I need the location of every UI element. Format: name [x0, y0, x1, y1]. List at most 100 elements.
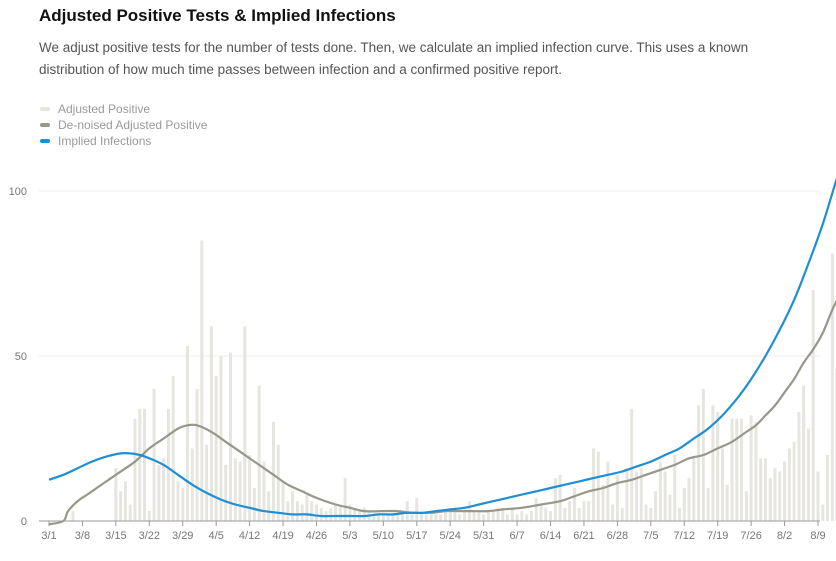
bar [625, 468, 629, 521]
bar [143, 408, 147, 521]
x-tick-label: 5/3 [342, 530, 357, 542]
bar [248, 455, 252, 521]
x-tick-label: 3/29 [172, 530, 193, 542]
bar [491, 511, 495, 521]
bar [181, 488, 185, 521]
bar [787, 448, 791, 521]
bar [119, 491, 123, 521]
legend-label-denoised: De-noised Adjusted Positive [58, 118, 208, 132]
bar [453, 511, 457, 521]
bar [501, 507, 505, 521]
bar [176, 481, 180, 521]
line-implied-infections [48, 177, 836, 518]
bar [272, 422, 275, 521]
bar [300, 504, 304, 521]
bar [133, 418, 137, 521]
bar [295, 501, 299, 521]
bar [162, 458, 166, 521]
bar [429, 514, 433, 521]
bar [682, 488, 686, 521]
x-tick-label: 4/5 [209, 530, 224, 542]
bar [267, 491, 271, 521]
bar [673, 455, 677, 521]
bar [410, 514, 414, 521]
bar [506, 514, 510, 521]
bar [635, 471, 638, 521]
bar [224, 464, 228, 521]
bar-series-adjusted-positive [71, 240, 836, 521]
bar [424, 514, 428, 521]
x-tick-label: 4/12 [239, 530, 260, 542]
bar [123, 481, 127, 521]
bar [740, 418, 744, 521]
x-tick-label: 6/28 [607, 530, 628, 542]
bar [553, 478, 557, 521]
x-tick-label: 7/19 [707, 530, 728, 542]
legend-item-implied[interactable]: Implied Infections [40, 133, 207, 149]
bar [252, 488, 256, 521]
y-tick-label: 100 [9, 186, 27, 198]
bar [152, 389, 156, 521]
x-tick-label: 4/19 [272, 530, 293, 542]
bar [477, 511, 481, 521]
bar [606, 461, 610, 521]
bar [463, 511, 467, 521]
bar [797, 412, 801, 521]
bar [654, 491, 658, 521]
bar [138, 408, 142, 521]
bar [706, 488, 710, 521]
bar [611, 504, 615, 521]
bar [71, 511, 75, 521]
bar [544, 507, 548, 521]
bar [582, 501, 586, 521]
bar [778, 471, 782, 521]
bar [692, 458, 696, 521]
bar [730, 418, 734, 521]
x-tick-label: 6/14 [540, 530, 561, 542]
x-tick-label: 7/26 [740, 530, 761, 542]
x-tick-label: 6/7 [509, 530, 524, 542]
line-series [48, 177, 836, 526]
bar [615, 474, 619, 521]
bar [353, 507, 357, 521]
bar [572, 488, 576, 521]
x-tick-label: 6/21 [573, 530, 594, 542]
bar [171, 375, 175, 521]
bar [510, 507, 514, 521]
bar [663, 471, 667, 521]
bar [329, 507, 333, 521]
y-tick-label: 0 [21, 516, 27, 528]
legend-item-denoised[interactable]: De-noised Adjusted Positive [40, 117, 207, 133]
legend-swatch-denoised [40, 123, 50, 127]
bar [783, 461, 787, 521]
legend-swatch-adjusted-positive [40, 107, 50, 111]
bar [558, 474, 562, 521]
bar [415, 497, 419, 521]
x-tick-label: 3/15 [105, 530, 126, 542]
bar [243, 326, 247, 521]
x-tick-label: 5/17 [406, 530, 427, 542]
bar [391, 514, 395, 521]
bar [725, 484, 729, 521]
x-tick-label: 8/9 [810, 530, 825, 542]
bar [826, 455, 830, 521]
bar [568, 501, 572, 521]
bar [229, 352, 232, 521]
bar [821, 504, 825, 521]
bar [534, 497, 538, 521]
bar [596, 451, 600, 521]
bar [472, 511, 476, 521]
bar [792, 441, 796, 521]
bar [420, 514, 424, 521]
legend-item-adjusted-positive[interactable]: Adjusted Positive [40, 101, 207, 117]
bar [319, 507, 323, 521]
bar [482, 514, 486, 521]
bar [577, 507, 581, 521]
bar [744, 491, 748, 521]
grid-lines [39, 190, 820, 357]
bar [147, 511, 151, 521]
chart-description: We adjust positive tests for the number … [39, 40, 749, 77]
bar [386, 514, 390, 521]
bar [377, 514, 381, 521]
